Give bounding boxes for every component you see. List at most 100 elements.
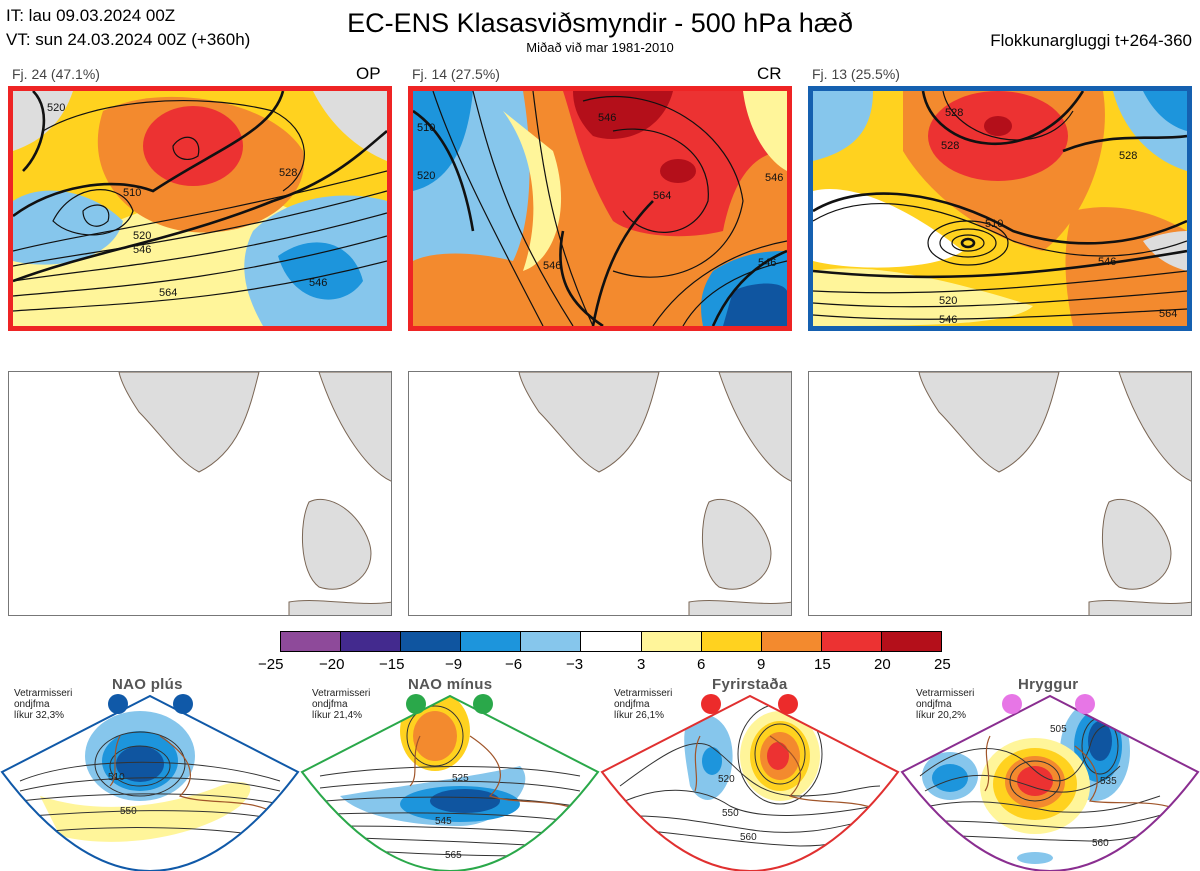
regime-nao-plus: 510 550 NAO plús Vetrarmisseri ondjfma l… [0, 676, 300, 871]
contour-label: 546 [133, 244, 151, 256]
regime-contour-label: 520 [718, 774, 735, 785]
regime-blocking: 520 550 560 Fyrirstaða Vetrarmisseri ond… [600, 676, 900, 871]
regime-contour-label: 560 [1092, 838, 1109, 849]
regime-text-2: ondjfma [312, 699, 348, 710]
contour-label: 546 [1098, 256, 1116, 268]
colorbar-tick: 20 [874, 656, 891, 673]
regime-dot [406, 694, 426, 714]
empty-map-1 [8, 371, 392, 616]
regime-title: NAO mínus [408, 676, 493, 693]
colorbar-tick: −15 [379, 656, 405, 673]
regime-text-3: líkur 21,4% [312, 710, 363, 721]
contour-label: 528 [945, 107, 963, 119]
contour-label: 520 [47, 102, 65, 114]
regime-contour-label: 545 [435, 816, 452, 827]
colorbar [280, 631, 942, 652]
colorbar-tick: 15 [814, 656, 831, 673]
contour-label: 510 [123, 187, 141, 199]
regime-ridge: 505 535 560 Hryggur Vetrarmisseri ondjfm… [900, 676, 1200, 871]
regime-text-1: Vetrarmisseri [614, 688, 673, 699]
contour-label: 564 [159, 287, 177, 299]
colorbar-tick: 9 [757, 656, 766, 673]
colorbar-tick: −20 [319, 656, 345, 673]
contour-label: 564 [1159, 308, 1177, 320]
valid-time: VT: sun 24.03.2024 00Z (+360h) [6, 30, 251, 49]
cluster-1-label: Fj. 24 (47.1%) [12, 66, 100, 82]
contour-label: 564 [653, 190, 671, 202]
colorbar-tick: −3 [566, 656, 584, 673]
colorbar-swatch [281, 632, 342, 651]
regime-contour-label: 535 [1100, 776, 1117, 787]
colorbar-swatch [701, 632, 762, 651]
empty-map-2 [408, 371, 792, 616]
cluster-3-label: Fj. 13 (25.5%) [812, 66, 900, 82]
cluster-2-map: 546 564 510 520 546 546 546 [408, 86, 792, 331]
regime-text-1: Vetrarmisseri [14, 688, 73, 699]
contour-label: 546 [939, 314, 957, 326]
regime-contour-label: 560 [740, 832, 757, 843]
contour-label: 546 [543, 260, 561, 272]
contour-label: 546 [309, 277, 327, 289]
colorbar-swatch [461, 632, 522, 651]
page-title: EC-ENS Klasasviðsmyndir - 500 hPa hæð [347, 8, 853, 38]
regime-title: NAO plús [112, 676, 183, 693]
regime-contour-label: 525 [452, 773, 469, 784]
contour-label: 520 [939, 295, 957, 307]
regime-dot [1075, 694, 1095, 714]
cluster-1-map: 520 510 528 546 564 546 520 [8, 86, 392, 331]
colorbar-tick: −25 [258, 656, 284, 673]
init-time: IT: lau 09.03.2024 00Z [6, 6, 176, 25]
regime-contour-label: 505 [1050, 724, 1067, 735]
colorbar-swatch [641, 632, 702, 651]
colorbar-tick: −6 [505, 656, 523, 673]
regime-text-3: líkur 26,1% [614, 710, 665, 721]
cluster-3-map: 528 528 520 510 546 528 546 564 [808, 86, 1192, 331]
regime-text-2: ondjfma [614, 699, 650, 710]
regime-dot [173, 694, 193, 714]
regime-text-1: Vetrarmisseri [312, 688, 371, 699]
colorbar-tick: 25 [934, 656, 951, 673]
colorbar-tick: 3 [637, 656, 646, 673]
regime-contour-label: 510 [108, 772, 125, 783]
regime-text-2: ondjfma [14, 699, 50, 710]
contour-label: 546 [765, 172, 783, 184]
regime-dot [778, 694, 798, 714]
contour-label: 528 [941, 140, 959, 152]
regime-contour-label: 565 [445, 850, 462, 861]
contour-label: 520 [417, 170, 435, 182]
regime-text-2: ondjfma [916, 699, 952, 710]
colorbar-swatch [521, 632, 582, 651]
contour-label: 546 [758, 257, 776, 269]
regime-title: Hryggur [1018, 676, 1079, 693]
regime-dot [108, 694, 128, 714]
cluster-1-tag: OP [356, 64, 381, 83]
regime-dot [701, 694, 721, 714]
colorbar-swatch [761, 632, 822, 651]
colorbar-tick: 6 [697, 656, 706, 673]
colorbar-swatch [401, 632, 462, 651]
regime-text-3: líkur 20,2% [916, 710, 967, 721]
regime-contour-label: 550 [120, 806, 137, 817]
regime-dot [473, 694, 493, 714]
empty-map-3 [808, 371, 1192, 616]
regime-nao-minus: 525 545 565 NAO mínus Vetrarmisseri ondj… [300, 676, 600, 871]
colorbar-tick: −9 [445, 656, 463, 673]
regime-text-3: líkur 32,3% [14, 710, 65, 721]
contour-label: 528 [279, 167, 297, 179]
regime-text-1: Vetrarmisseri [916, 688, 975, 699]
colorbar-swatch [341, 632, 402, 651]
cluster-window: Flokkunargluggi t+264-360 [990, 31, 1192, 50]
contour-label: 510 [417, 122, 435, 134]
colorbar-swatch [581, 632, 642, 651]
colorbar-swatch [881, 632, 942, 651]
regime-title: Fyrirstaða [712, 676, 788, 693]
cluster-2-tag: CR [757, 64, 782, 83]
regime-contour-label: 550 [722, 808, 739, 819]
regime-dot [1002, 694, 1022, 714]
page-subtitle: Miðað við mar 1981-2010 [526, 40, 674, 55]
contour-label: 546 [598, 112, 616, 124]
cluster-2-label: Fj. 14 (27.5%) [412, 66, 500, 82]
contour-label: 510 [985, 218, 1003, 230]
contour-label: 520 [133, 230, 151, 242]
contour-label: 528 [1119, 150, 1137, 162]
